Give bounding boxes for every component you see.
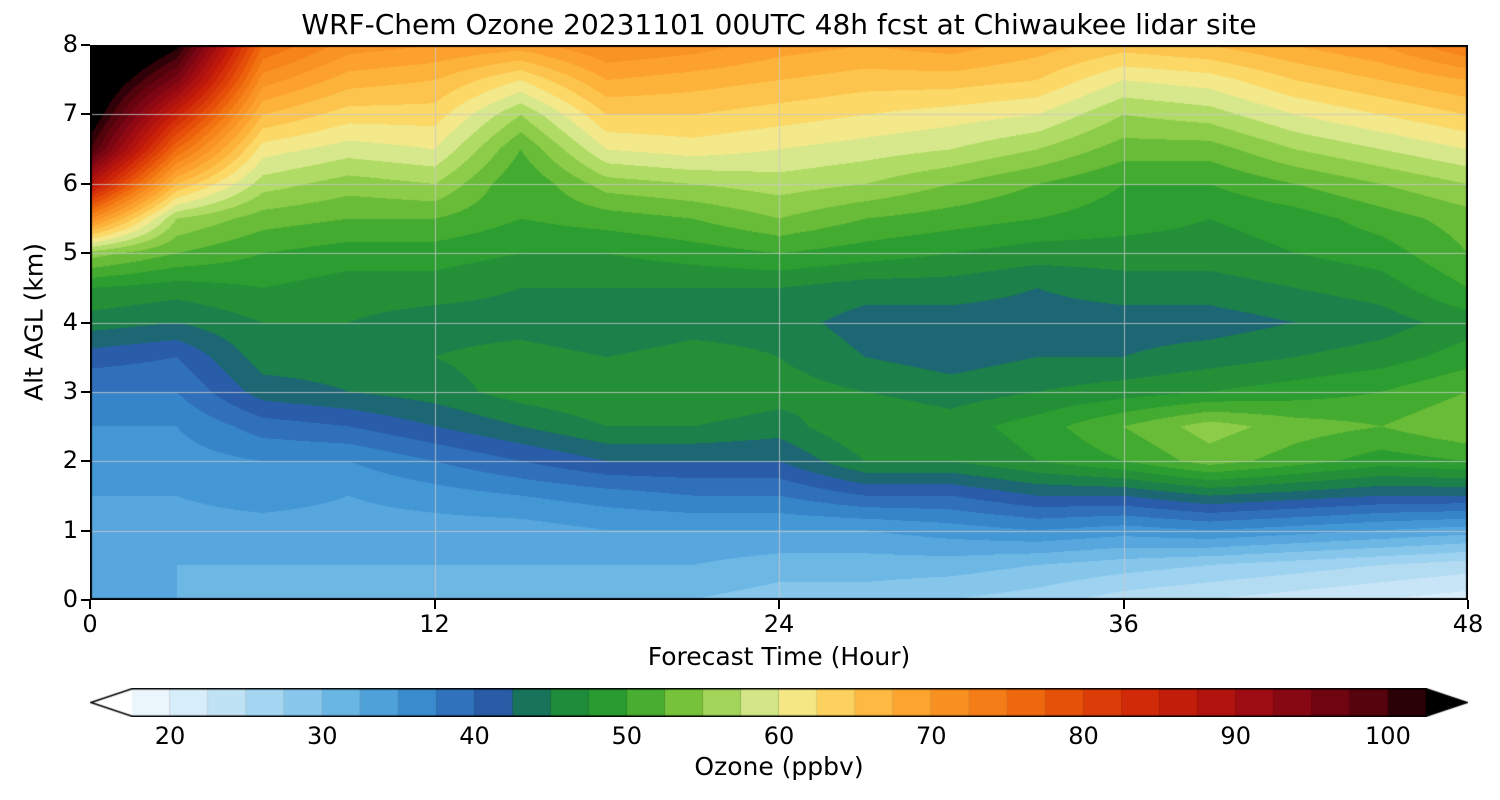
y-tick-mark <box>81 321 90 324</box>
y-tick-label: 3 <box>62 376 78 405</box>
y-tick-label: 5 <box>62 238 78 267</box>
x-axis-label: Forecast Time (Hour) <box>647 642 911 671</box>
colorbar-tick-label: 100 <box>1365 722 1411 750</box>
chart-title: WRF-Chem Ozone 20231101 00UTC 48h fcst a… <box>301 8 1257 41</box>
y-tick-label: 6 <box>62 168 78 197</box>
colorbar-tick-label: 90 <box>1220 722 1251 750</box>
colorbar-canvas <box>90 688 1468 717</box>
y-tick-label: 7 <box>62 99 78 128</box>
x-tick-mark <box>778 600 780 609</box>
colorbar-tick-label: 80 <box>1068 722 1099 750</box>
x-tick-mark <box>433 600 436 609</box>
colorbar-tick-label: 30 <box>307 722 338 750</box>
y-tick-mark <box>81 113 90 116</box>
ozone-contour-canvas <box>90 45 1468 600</box>
x-tick-label: 24 <box>763 610 795 638</box>
y-tick-label: 8 <box>62 30 78 58</box>
y-tick-mark <box>81 390 90 393</box>
y-tick-mark <box>81 252 90 255</box>
x-tick-label: 36 <box>1108 610 1139 638</box>
y-tick-mark <box>81 460 90 463</box>
x-tick-mark <box>1467 600 1469 609</box>
colorbar-tick-label: 50 <box>611 722 643 750</box>
x-tick-mark <box>89 600 91 609</box>
y-tick-label: 4 <box>62 307 78 336</box>
x-tick-label: 12 <box>419 610 450 638</box>
y-tick-label: 2 <box>62 446 78 475</box>
colorbar-tick-label: 70 <box>915 722 947 750</box>
x-tick-mark <box>1122 600 1125 609</box>
y-tick-mark <box>81 599 90 601</box>
y-tick-mark <box>81 182 90 185</box>
colorbar-tick-label: 60 <box>763 722 795 750</box>
y-tick-label: 0 <box>62 585 78 613</box>
colorbar-label: Ozone (ppbv) <box>694 752 864 781</box>
y-tick-mark <box>81 529 90 532</box>
y-tick-label: 1 <box>62 515 78 544</box>
colorbar-tick-label: 20 <box>154 722 186 750</box>
y-tick-mark <box>81 44 90 46</box>
x-tick-label: 0 <box>82 610 98 638</box>
colorbar-tick-label: 40 <box>459 722 490 750</box>
x-tick-label: 48 <box>1452 610 1484 638</box>
